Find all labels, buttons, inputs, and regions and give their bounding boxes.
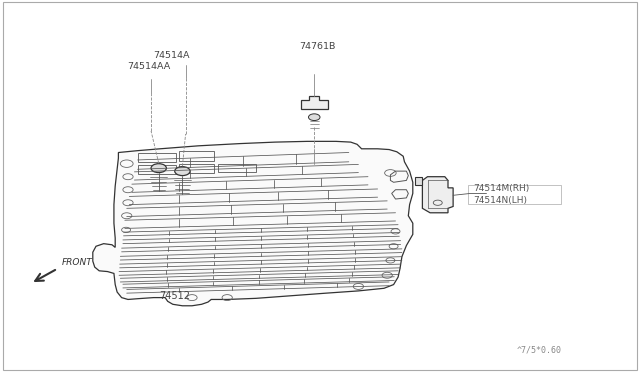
Text: 74514N(LH): 74514N(LH) — [474, 196, 527, 205]
Text: ^7/5*0.60: ^7/5*0.60 — [517, 346, 562, 355]
Bar — [468, 185, 561, 204]
Text: 74761B: 74761B — [300, 42, 336, 51]
Text: 74514M(RH): 74514M(RH) — [474, 185, 530, 193]
Polygon shape — [415, 177, 422, 185]
Circle shape — [308, 114, 320, 121]
Text: 74512: 74512 — [159, 291, 189, 301]
Polygon shape — [93, 141, 413, 306]
Polygon shape — [422, 177, 453, 213]
Text: 74514AA: 74514AA — [127, 62, 170, 71]
Circle shape — [151, 164, 166, 173]
Circle shape — [175, 167, 190, 176]
Text: FRONT: FRONT — [61, 258, 92, 267]
Text: 74514A: 74514A — [154, 51, 190, 60]
Polygon shape — [301, 96, 328, 109]
